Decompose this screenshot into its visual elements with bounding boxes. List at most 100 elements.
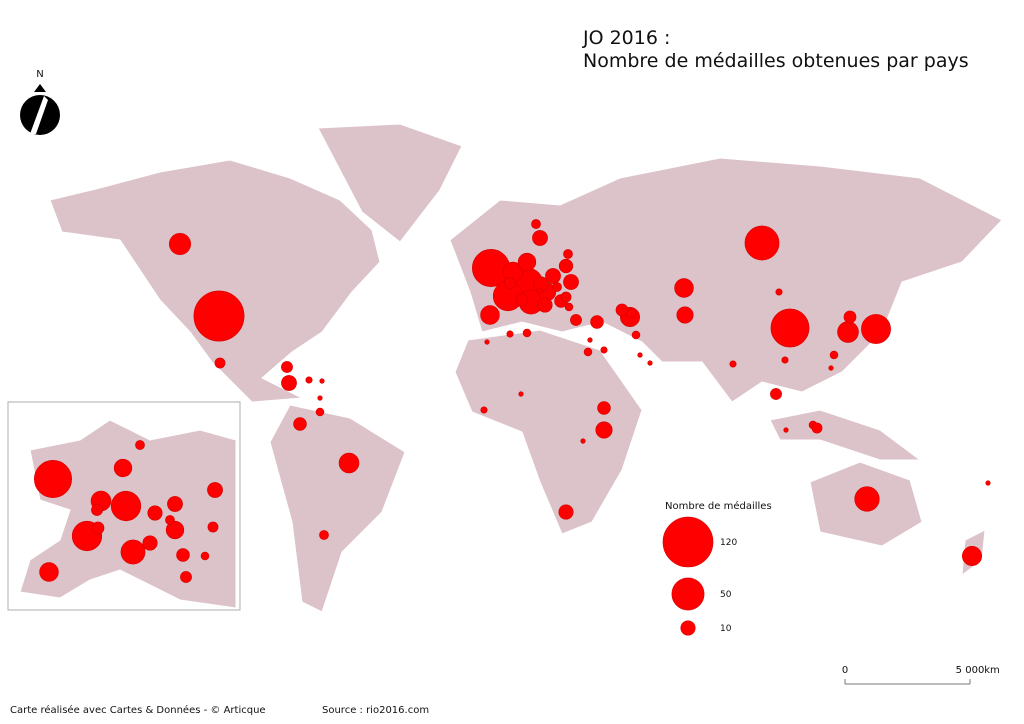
- medal-symbol: [637, 352, 643, 358]
- medal-symbol: [580, 438, 586, 444]
- medal-symbol: [484, 339, 490, 345]
- medal-symbol: [522, 328, 532, 338]
- medal-symbol: [560, 291, 572, 303]
- medal-symbol: [168, 232, 192, 256]
- medal-symbol: [583, 347, 593, 357]
- medal-symbol: [480, 305, 500, 325]
- inset-medal-symbol: [176, 548, 190, 562]
- inset-medal-symbol: [180, 571, 192, 583]
- inset-medal-symbol: [120, 539, 146, 565]
- medal-symbol: [552, 282, 562, 292]
- greenland: [317, 123, 463, 243]
- medal-symbol: [570, 314, 582, 326]
- medal-symbol: [281, 361, 293, 373]
- inset-medal-symbol: [113, 458, 133, 478]
- legend-label: 120: [720, 538, 737, 548]
- medal-symbol: [744, 225, 780, 261]
- scale-label: 5 000: [956, 665, 985, 676]
- credits: Carte réalisée avec Cartes & Données - ©…: [10, 704, 266, 716]
- medal-symbol: [537, 288, 543, 294]
- medal-symbol: [631, 330, 641, 340]
- medal-symbol: [281, 375, 297, 391]
- medal-symbol: [193, 290, 245, 342]
- medal-symbol: [985, 480, 991, 486]
- southeast-asia-islands: [769, 409, 922, 461]
- title: JO 2016 : Nombre de médailles obtenues p…: [582, 27, 969, 72]
- medal-symbol: [615, 303, 629, 317]
- medal-symbol: [837, 321, 859, 343]
- north-stroke: [30, 96, 48, 134]
- inset-medal-symbol: [34, 460, 72, 498]
- eurasia: [449, 157, 1003, 403]
- symbols: [168, 219, 991, 566]
- legend-title: Nombre de médailles: [665, 500, 772, 512]
- inset-medal-symbol: [207, 482, 223, 498]
- medal-symbol: [597, 401, 611, 415]
- medal-symbol: [558, 504, 574, 520]
- medal-symbol: [587, 337, 593, 343]
- medal-symbol: [531, 219, 541, 229]
- scale-unit: km: [984, 665, 1000, 676]
- medal-symbol: [319, 530, 329, 540]
- medal-symbol: [781, 356, 789, 364]
- north-label: N: [36, 69, 43, 80]
- north-arrow: N: [20, 69, 60, 135]
- medal-symbol: [962, 546, 982, 566]
- title-line: Nombre de médailles obtenues par pays: [583, 50, 969, 72]
- inset-medal-symbol: [207, 521, 219, 533]
- inset-medal-symbol: [135, 440, 145, 450]
- medal-symbol: [504, 277, 516, 289]
- medal-symbol: [319, 378, 325, 384]
- source: Source : rio2016.com: [322, 705, 429, 716]
- medal-symbol: [506, 330, 514, 338]
- medal-symbol: [315, 407, 325, 417]
- continents: [49, 123, 1003, 613]
- medal-symbol: [854, 486, 880, 512]
- legend-label: 10: [720, 624, 732, 634]
- medal-symbol: [563, 274, 579, 290]
- medal-symbol: [563, 249, 573, 259]
- medal-symbol: [676, 306, 694, 324]
- medal-symbol: [515, 293, 529, 307]
- medal-symbol: [338, 452, 360, 474]
- inset-medal-symbol: [165, 520, 185, 540]
- south-america: [269, 404, 406, 613]
- medal-symbol: [517, 252, 537, 272]
- medal-symbol: [558, 258, 574, 274]
- medal-symbol: [828, 365, 834, 371]
- legend-label: 50: [720, 590, 732, 600]
- north-america: [49, 159, 381, 403]
- inset-medal-symbol: [110, 490, 142, 522]
- medal-symbol: [770, 388, 782, 400]
- medal-symbol: [518, 391, 524, 397]
- medal-symbol: [729, 360, 737, 368]
- inset-medal-symbol: [91, 504, 103, 516]
- scale-bar: km 0 5 000: [842, 665, 1000, 685]
- inset-medal-symbol: [147, 505, 163, 521]
- medal-symbol: [305, 376, 313, 384]
- north-tip: [34, 84, 46, 92]
- medal-symbol: [861, 314, 891, 344]
- inset-medal-symbol: [200, 551, 210, 561]
- medal-symbol: [317, 395, 323, 401]
- legend-symbol: [680, 620, 696, 636]
- medal-symbol: [647, 360, 653, 366]
- legend-symbol: [671, 577, 705, 611]
- medal-symbol: [532, 230, 548, 246]
- medal-symbol: [783, 427, 789, 433]
- inset-medal-symbol: [165, 515, 175, 525]
- medal-symbol: [829, 350, 839, 360]
- medal-symbol: [214, 357, 226, 369]
- medal-symbol: [674, 278, 694, 298]
- africa: [454, 329, 643, 535]
- legend-symbol: [662, 516, 714, 568]
- medal-symbol: [600, 346, 608, 354]
- inset-medal-symbol: [142, 535, 158, 551]
- medal-symbol: [480, 406, 488, 414]
- medal-symbol: [775, 288, 783, 296]
- legend: 120 50 10: [662, 516, 737, 636]
- title-line: JO 2016 :: [582, 27, 670, 49]
